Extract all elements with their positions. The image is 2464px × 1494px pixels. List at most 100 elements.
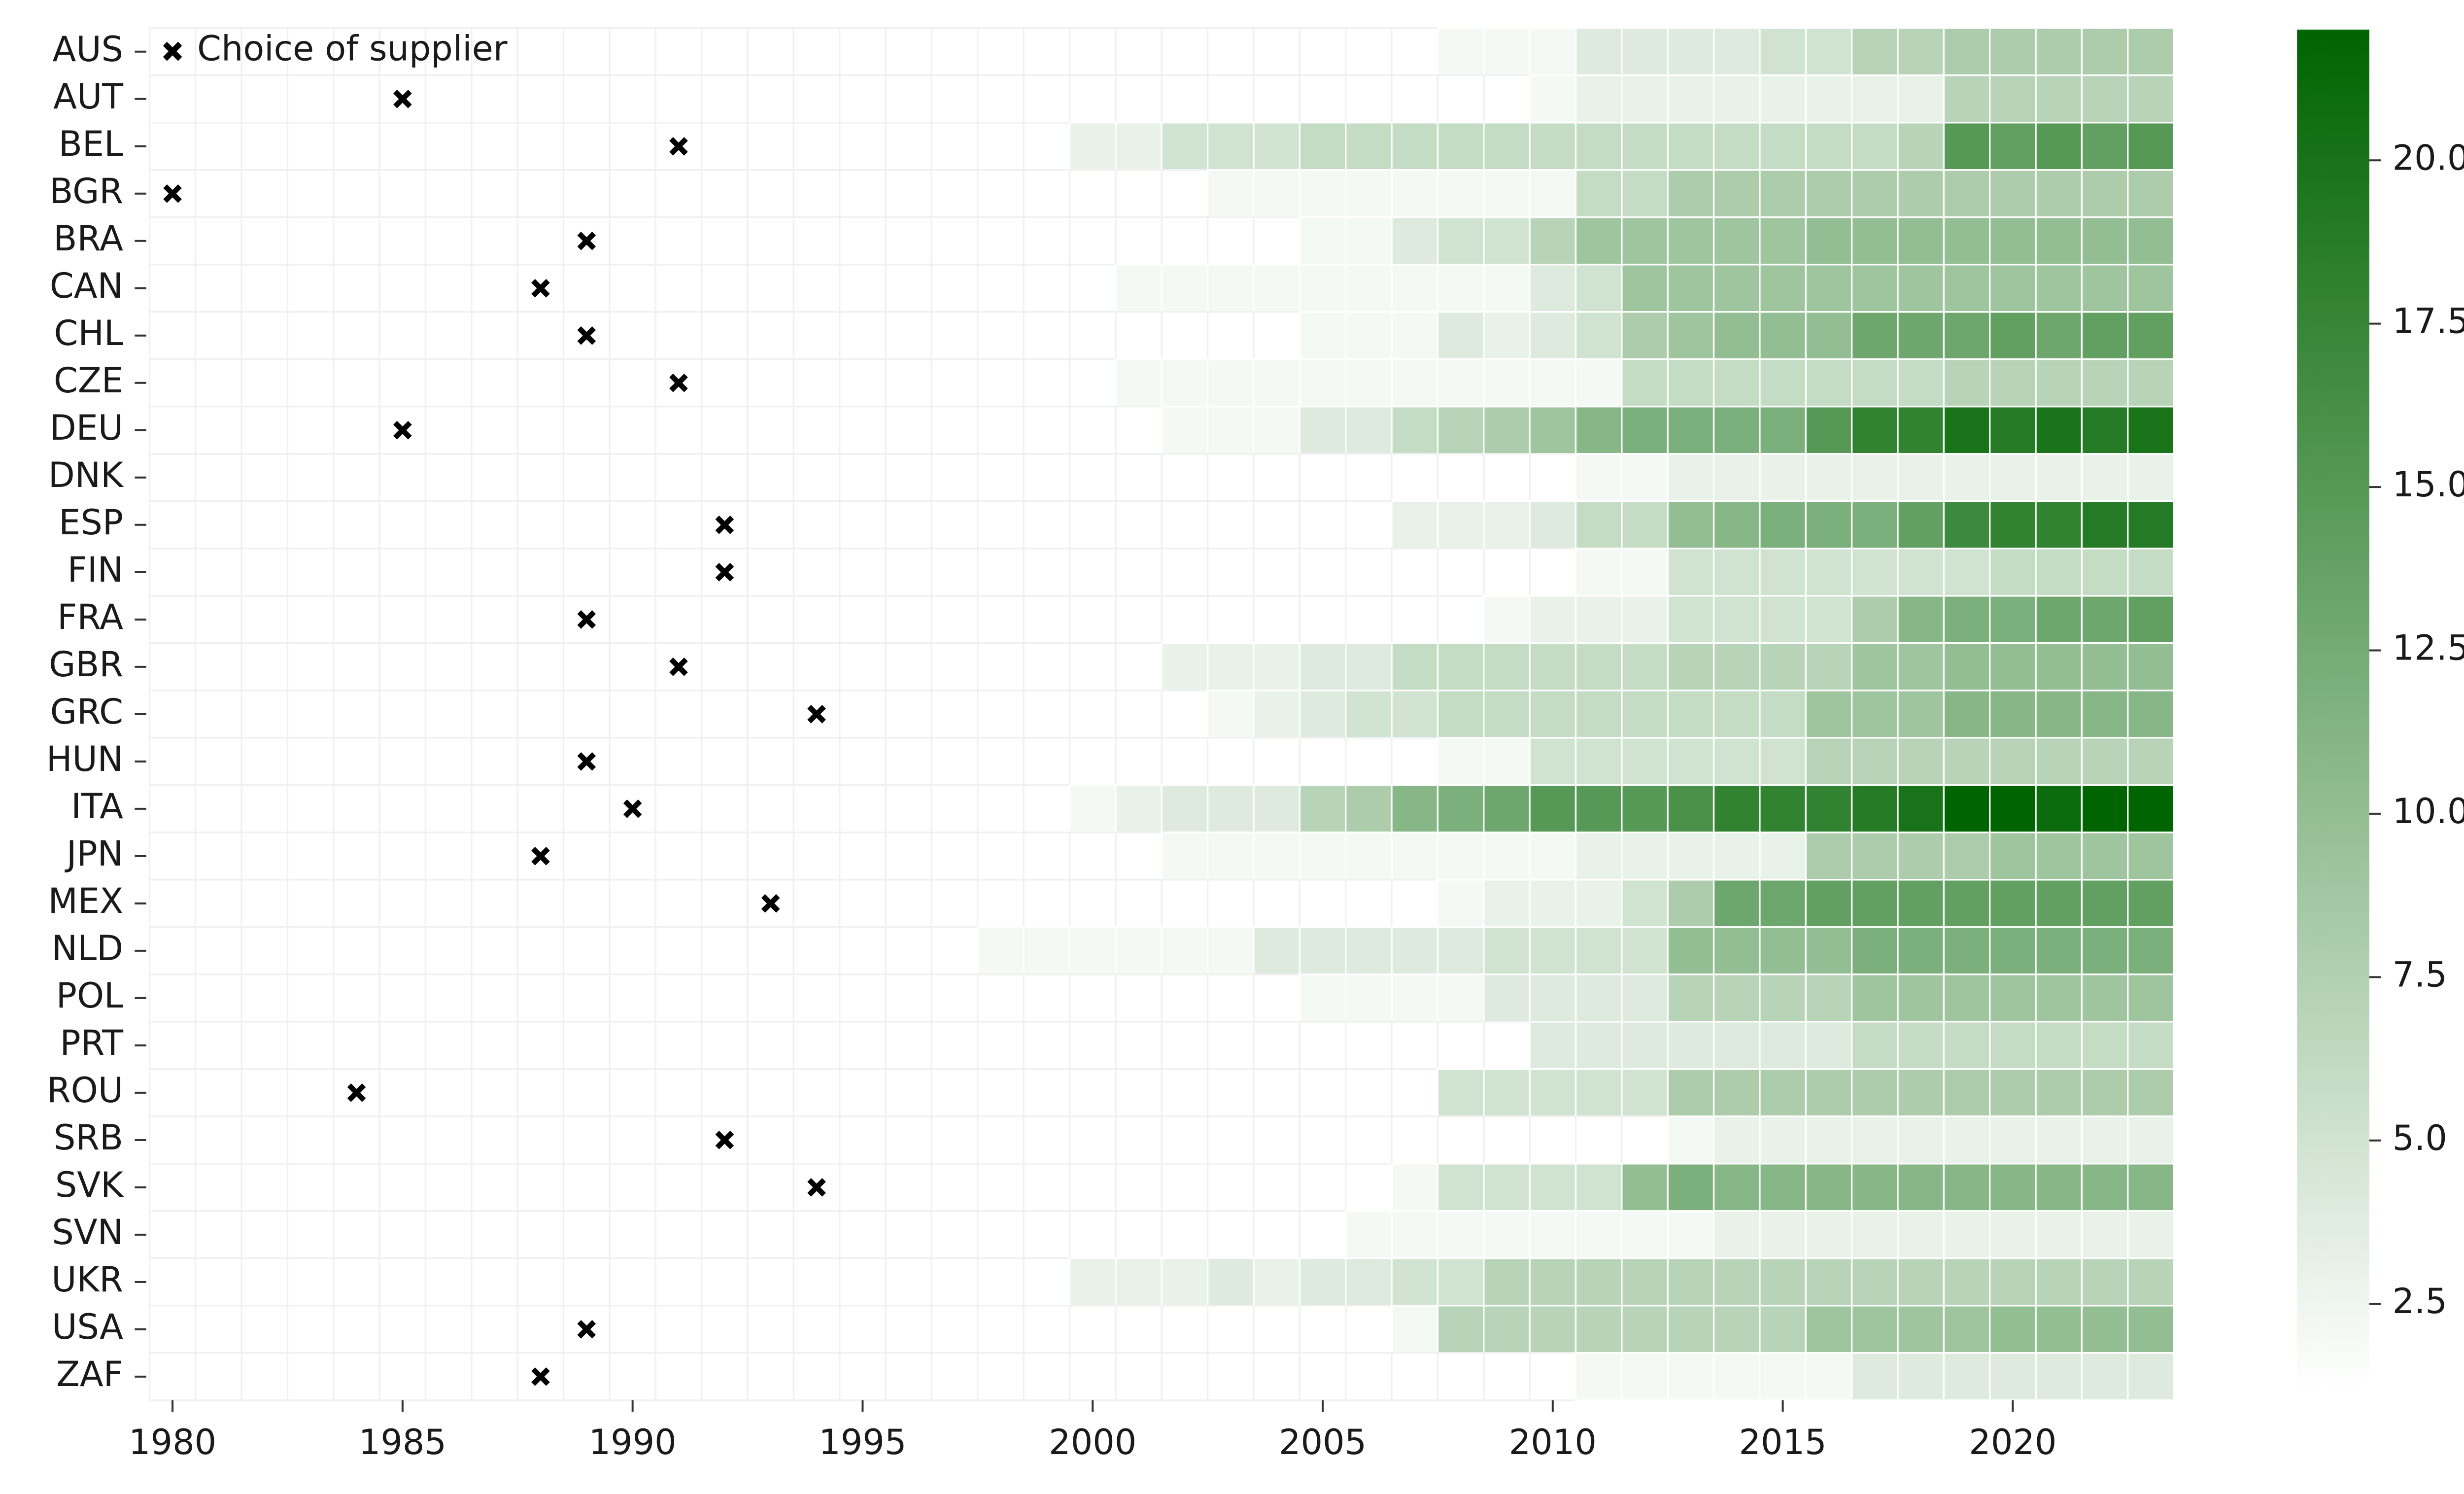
heat-cell — [1897, 1352, 1945, 1401]
heat-cell — [609, 74, 657, 124]
heat-cell — [1391, 832, 1439, 881]
heat-cell — [1206, 1257, 1255, 1307]
colorbar-tick-label: 7.5 — [2393, 954, 2447, 995]
heat-cell — [654, 216, 703, 266]
heat-cell — [654, 926, 703, 975]
heat-cell — [1621, 122, 1669, 171]
heat-cell — [1759, 690, 1807, 739]
heat-cell — [2127, 358, 2175, 408]
heat-cell — [1989, 1115, 2037, 1165]
heat-cell — [2081, 737, 2129, 786]
heat-cell — [1253, 926, 1301, 975]
heat-cell — [471, 926, 518, 975]
heat-cell — [2035, 358, 2083, 408]
heat-cell — [1115, 27, 1163, 76]
heat-cell — [1068, 264, 1117, 313]
heat-cell — [1023, 74, 1071, 124]
heat-cell — [930, 879, 979, 928]
colorbar-tick-label: 20.0 — [2393, 138, 2464, 178]
heat-cell — [930, 406, 979, 455]
heat-cell — [701, 358, 749, 408]
heat-cell — [378, 1115, 427, 1165]
heat-cell — [885, 1163, 933, 1212]
heat-cell — [2035, 1163, 2083, 1212]
heat-cell — [2081, 1068, 2129, 1117]
heat-cell — [286, 926, 335, 975]
heat-cell — [1437, 1210, 1485, 1259]
heat-cell — [1023, 216, 1071, 266]
heat-cell — [378, 358, 427, 408]
heat-cell — [1943, 784, 1991, 834]
heat-cell — [378, 1352, 427, 1401]
heat-cell — [747, 1210, 795, 1259]
heat-cell — [1759, 27, 1807, 76]
heat-cell — [2035, 1021, 2083, 1070]
heat-cell — [747, 169, 795, 218]
heat-cell — [195, 122, 242, 171]
heat-cell — [2081, 358, 2129, 408]
heat-cell — [1023, 1210, 1071, 1259]
heat-cell — [1483, 784, 1531, 834]
y-tick-label: POL — [56, 975, 123, 1016]
heat-cell — [701, 737, 749, 786]
heat-cell — [2127, 1115, 2175, 1165]
heat-cell — [839, 1305, 887, 1354]
x-tick-label: 1980 — [129, 1422, 216, 1462]
heat-cell — [2081, 216, 2129, 266]
heat-cell — [1759, 879, 1807, 928]
heat-cell — [1206, 122, 1255, 171]
heat-cell — [195, 169, 242, 218]
heat-cell — [2035, 1257, 2083, 1307]
heat-cell — [424, 311, 473, 360]
heat-cell — [1759, 1210, 1807, 1259]
heat-cell — [701, 74, 749, 124]
heat-cell — [747, 1021, 795, 1070]
heat-cell — [286, 1352, 335, 1401]
heat-cell — [1068, 1257, 1117, 1307]
heat-cell — [1023, 311, 1071, 360]
heat-cell — [1161, 27, 1209, 76]
heat-cell — [424, 216, 473, 266]
heat-cell — [1989, 1352, 2037, 1401]
heat-cell — [1437, 1115, 1485, 1165]
heat-cell — [516, 1021, 565, 1070]
heat-cell — [471, 27, 518, 76]
heat-cell — [1943, 595, 1991, 644]
heat-cell — [1712, 642, 1761, 692]
heat-cell — [1850, 879, 1899, 928]
heat-cell — [378, 311, 427, 360]
heat-cell — [1574, 973, 1623, 1023]
heat-cell — [333, 74, 380, 124]
heat-cell — [424, 500, 473, 550]
heat-cell — [1115, 311, 1163, 360]
heat-cell — [516, 169, 565, 218]
heat-cell — [333, 973, 380, 1023]
heat-cell — [424, 453, 473, 502]
heat-cell — [1345, 27, 1393, 76]
heat-cell — [1759, 1305, 1807, 1354]
heat-cell — [930, 453, 979, 502]
heat-cell — [1391, 500, 1439, 550]
heat-cell — [378, 973, 427, 1023]
heat-cell — [1529, 74, 1577, 124]
heat-cell — [1667, 784, 1715, 834]
heat-cell — [424, 1352, 473, 1401]
y-tick-label: ROU — [47, 1070, 123, 1111]
heat-cell — [792, 879, 841, 928]
heat-cell — [1023, 169, 1071, 218]
heat-cell — [1621, 879, 1669, 928]
heat-cell — [1391, 737, 1439, 786]
heat-cell — [930, 1305, 979, 1354]
y-tick-label: BEL — [59, 124, 123, 164]
heat-cell — [977, 1257, 1025, 1307]
heat-cell — [839, 122, 887, 171]
heat-cell — [1943, 1257, 1991, 1307]
heat-cell — [2127, 1210, 2175, 1259]
heat-cell — [1759, 1163, 1807, 1212]
heat-cell — [839, 595, 887, 644]
heat-cell — [1299, 169, 1347, 218]
heat-cell — [1345, 169, 1393, 218]
heat-cell — [792, 1021, 841, 1070]
heat-cell — [1850, 1163, 1899, 1212]
heat-cell — [1023, 973, 1071, 1023]
